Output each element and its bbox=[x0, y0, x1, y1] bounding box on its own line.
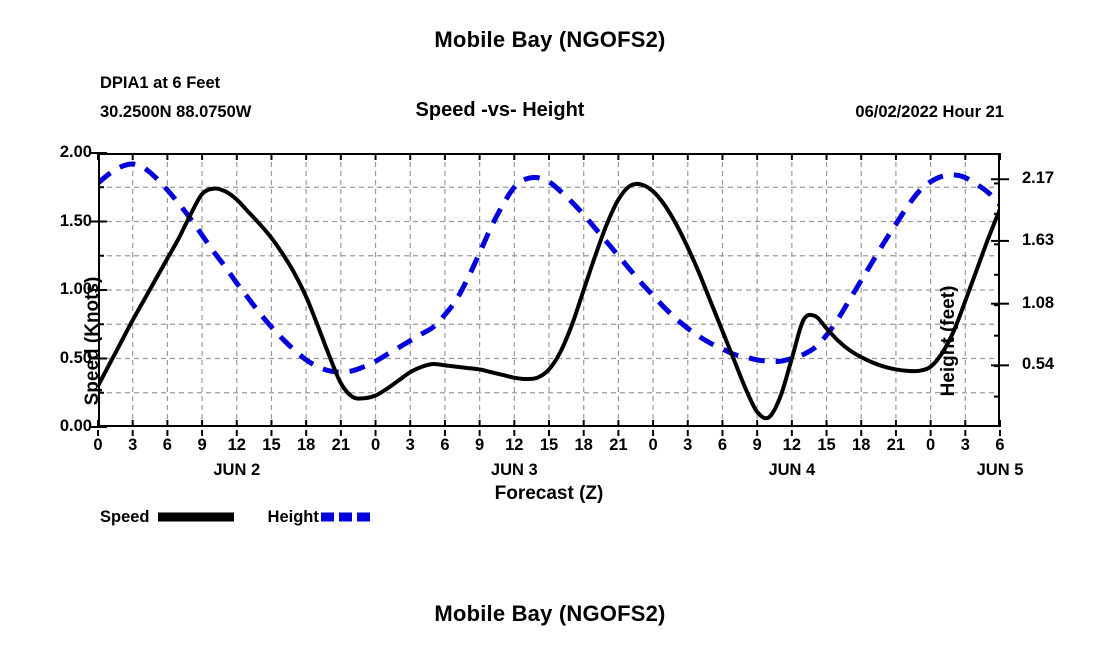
y-axis-right-tick-label: 0.54 bbox=[1022, 355, 1055, 374]
x-axis-day-label: JUN 2 bbox=[213, 461, 261, 479]
x-axis-tick-label: 15 bbox=[817, 436, 836, 454]
x-axis-tick-label: 18 bbox=[852, 436, 871, 454]
x-axis-day-label: JUN 4 bbox=[768, 461, 816, 479]
series-line-height bbox=[98, 161, 1000, 375]
page-title-top: Mobile Bay (NGOFS2) bbox=[434, 27, 666, 52]
x-axis-tick-label: 6 bbox=[440, 436, 450, 454]
plot-area: Speed (Knots) Height (feet) bbox=[82, 153, 1000, 427]
legend-label-height: Height bbox=[267, 507, 319, 526]
legend-label-speed: Speed bbox=[100, 507, 150, 526]
x-axis-tick-label: 21 bbox=[886, 436, 906, 454]
y-axis-right-tick-label: 1.08 bbox=[1022, 293, 1055, 312]
x-axis-tick-label: 18 bbox=[296, 436, 316, 454]
model-run-timestamp: 06/02/2022 Hour 21 bbox=[855, 103, 1004, 121]
x-axis-tick-label: 3 bbox=[128, 436, 138, 454]
x-axis-tick-label: 15 bbox=[539, 436, 559, 454]
x-axis-tick-label: 6 bbox=[162, 436, 172, 454]
x-axis-tick-label: 12 bbox=[505, 436, 524, 454]
station-coordinates-label: 30.2500N 88.0750W bbox=[100, 103, 252, 121]
x-axis-tick-label: 21 bbox=[609, 436, 628, 454]
y-axis-left-tick-label: 1.50 bbox=[59, 211, 92, 230]
y-axis-left-tick-label: 1.00 bbox=[59, 280, 92, 298]
station-name-label: DPIA1 at 6 Feet bbox=[100, 74, 221, 92]
x-axis-tick-label: 0 bbox=[648, 436, 658, 454]
y-axis-left-tick-label: 0.00 bbox=[59, 417, 92, 435]
x-axis-tick-label: 3 bbox=[405, 436, 415, 454]
page-title-bottom: Mobile Bay (NGOFS2) bbox=[434, 601, 666, 626]
y-axis-right-tick-label: 2.17 bbox=[1022, 169, 1055, 188]
x-axis-tick-label: 12 bbox=[227, 436, 246, 454]
x-axis-tick-label: 15 bbox=[262, 436, 281, 454]
y-axis-left-tick-label: 0.50 bbox=[59, 348, 92, 367]
x-axis-tick-label: 9 bbox=[197, 436, 207, 454]
x-axis-tick-label: 3 bbox=[683, 436, 693, 454]
chart-canvas bbox=[98, 153, 1000, 427]
x-axis-tick-label: 21 bbox=[331, 436, 351, 454]
y-axis-right-tick-label: 1.63 bbox=[1022, 230, 1055, 249]
x-axis-tick-label: 9 bbox=[475, 436, 485, 454]
x-axis-tick-label: 0 bbox=[370, 436, 381, 454]
axis-ticks-svg bbox=[89, 152, 1009, 436]
x-axis-title: Forecast (Z) bbox=[494, 483, 604, 504]
x-axis-tick-label: 0 bbox=[93, 436, 103, 454]
legend-swatch-speed bbox=[157, 512, 234, 522]
x-axis-tick-label: 9 bbox=[752, 436, 762, 454]
x-axis-day-label: JUN 3 bbox=[490, 461, 538, 479]
x-axis-tick-label: 6 bbox=[995, 436, 1005, 454]
x-axis-tick-label: 18 bbox=[574, 436, 593, 454]
chart-subtitle: Speed -vs- Height bbox=[415, 99, 585, 121]
x-axis-day-label: JUN 5 bbox=[976, 461, 1024, 479]
x-axis-tick-label: 3 bbox=[960, 436, 970, 454]
x-axis-tick-label: 12 bbox=[782, 436, 802, 454]
x-axis-tick-label: 6 bbox=[717, 436, 728, 454]
legend-swatch-height bbox=[320, 512, 375, 522]
x-axis-tick-label: 0 bbox=[926, 436, 936, 454]
chart-legend: Speed Height bbox=[100, 508, 379, 526]
series-line-speed bbox=[98, 181, 1000, 421]
y-axis-left-tick-label: 2.00 bbox=[59, 143, 92, 161]
